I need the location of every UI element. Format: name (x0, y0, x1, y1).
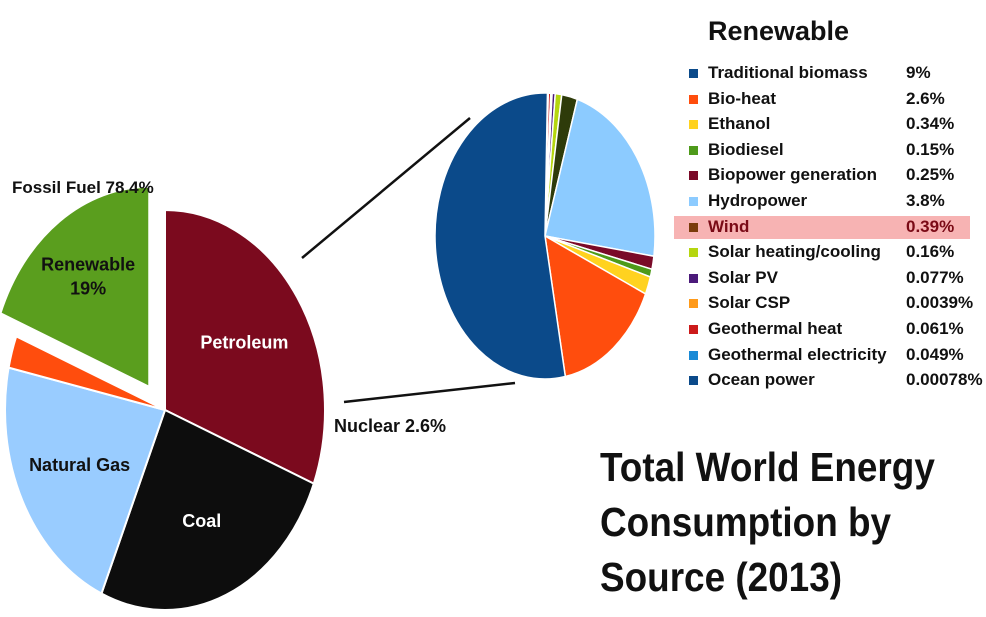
legend-value: 0.25% (906, 165, 955, 185)
legend-label: Solar PV (708, 267, 778, 287)
group-label-fossil-fuel: Fossil Fuel 78.4% (12, 178, 154, 197)
legend-label: Bio-heat (708, 88, 776, 108)
legend-item-ethanol: Ethanol 0.34% (680, 112, 986, 137)
legend-item-solar-pv: Solar PV 0.077% (680, 266, 986, 291)
legend-swatch (689, 171, 698, 181)
pie-value-renewable: 19% (70, 278, 106, 298)
legend-value: 0.00078% (906, 370, 983, 390)
legend-value: 0.39% (906, 216, 955, 236)
pie-label-natural-gas: Natural Gas (29, 455, 130, 475)
legend-swatch (689, 197, 698, 206)
pie-slice-coal (100, 408, 315, 611)
pie-slice-nuclear-2-6 (7, 334, 166, 411)
legend-label: Hydropower (708, 191, 808, 210)
legend-swatch (689, 248, 698, 258)
legend-item-wind: Wind 0.39% (674, 215, 986, 240)
legend-swatch (689, 120, 698, 130)
legend-value: 9% (906, 63, 931, 82)
pie-label-petroleum: Petroleum (200, 333, 288, 353)
legend-value: 0.061% (906, 319, 964, 338)
legend-value: 0.0039% (906, 293, 974, 313)
pie-slice-renewable (0, 185, 151, 389)
legend-item-biopower-generation: Biopower generation 0.25% (680, 163, 986, 188)
chart-title-line-2: Consumption by (600, 499, 892, 545)
legend-item-geothermal-electricity: Geothermal electricity 0.049% (680, 343, 986, 368)
legend-swatch (689, 145, 698, 155)
legend-item-ocean-power: Ocean power 0.00078% (680, 368, 986, 393)
renewable-slice-bio-heat (544, 234, 647, 378)
legend-swatch (689, 94, 698, 104)
legend-label: Solar CSP (708, 293, 791, 313)
legend-swatch (689, 299, 698, 309)
legend-swatch (689, 273, 698, 283)
chart-title: Total World Energy Consumption by Source… (600, 440, 980, 605)
legend-swatch (689, 376, 698, 386)
legend-value: 3.8% (906, 191, 945, 210)
legend-label: Ocean power (708, 370, 815, 390)
legend-item-solar-csp: Solar CSP 0.0039% (680, 291, 986, 316)
legend-item-geothermal-heat: Geothermal heat 0.061% (680, 317, 986, 342)
legend-item-solar-heating-cooling: Solar heating/cooling 0.16% (680, 240, 986, 265)
chart-title-line-3: Source (2013) (600, 554, 843, 600)
legend-label: Solar heating/cooling (708, 242, 881, 262)
legend-value: 0.34% (906, 114, 955, 134)
legend-value: 0.077% (906, 267, 964, 287)
legend-label: Traditional biomass (708, 63, 868, 82)
legend-swatch (689, 350, 698, 360)
legend-item-traditional-biomass: Traditional biomass 9% (680, 61, 986, 86)
renewable-slice-hydropower (544, 98, 656, 258)
legend-item-biodiesel: Biodiesel 0.15% (680, 138, 986, 163)
legend-swatch (689, 222, 698, 232)
legend-value: 0.049% (906, 344, 964, 364)
legend-label: Ethanol (708, 114, 771, 134)
pie-label-coal: Coal (182, 511, 221, 531)
legend-item-hydropower: Hydropower 3.8% (680, 189, 986, 214)
legend-title: Renewable (708, 16, 850, 46)
legend-value: 0.16% (906, 242, 955, 262)
renewable-slice-traditional-biomass (434, 92, 567, 380)
pie-slice-petroleum (164, 208, 326, 486)
legend-label: Geothermal heat (708, 319, 843, 338)
legend-label: Biodiesel (708, 139, 784, 159)
legend-label: Geothermal electricity (708, 344, 887, 364)
legend-value: 2.6% (906, 88, 945, 108)
legend-item-bio-heat: Bio-heat 2.6% (680, 87, 986, 112)
legend-label: Biopower generation (708, 165, 878, 185)
pie-label-nuclear-2-6: Nuclear 2.6% (334, 416, 446, 436)
legend-value: 0.15% (906, 139, 955, 159)
legend-label: Wind (708, 216, 750, 236)
pie-slice-natural-gas (4, 366, 167, 595)
pie-label-renewable: Renewable (41, 254, 135, 274)
connector-line-top (301, 117, 471, 259)
legend-highlight (674, 215, 970, 239)
connector-line-bottom (343, 381, 516, 404)
legend-swatch (689, 325, 698, 334)
chart-title-line-1: Total World Energy (600, 444, 935, 490)
legend-swatch (689, 69, 698, 78)
